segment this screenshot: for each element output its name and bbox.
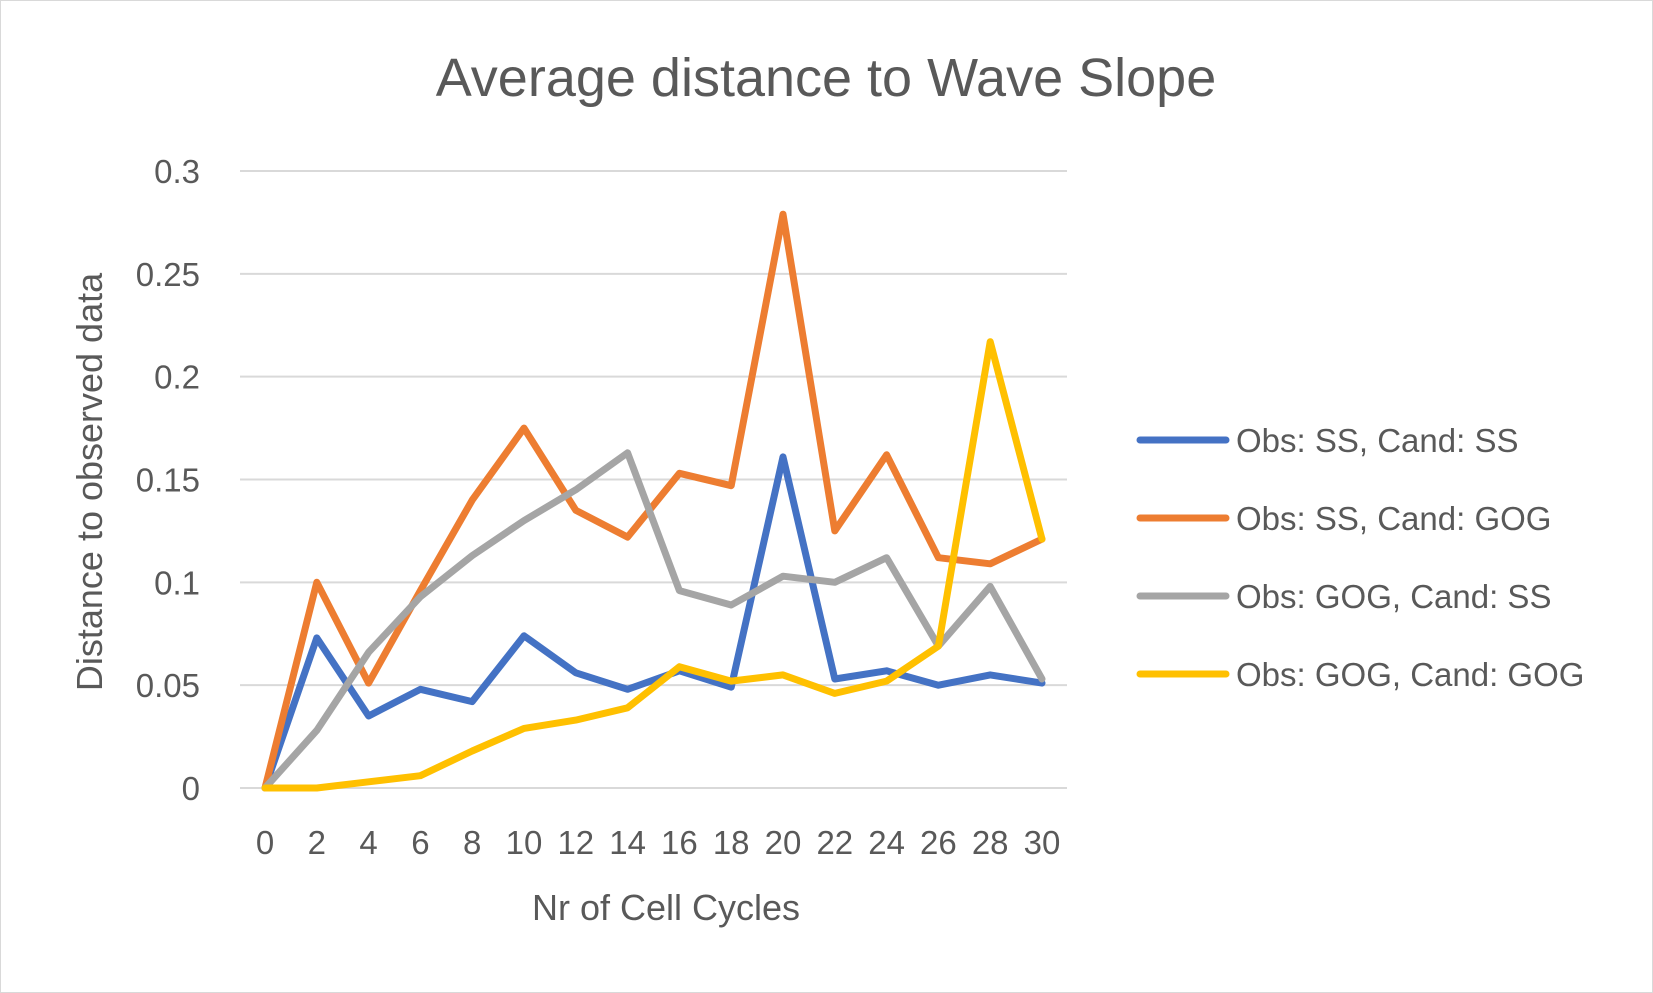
legend-item: Obs: GOG, Cand: SS [1136, 578, 1551, 615]
x-tick-label: 22 [816, 824, 853, 861]
x-tick-label: 26 [920, 824, 957, 861]
series-line-2 [261, 210, 1046, 792]
x-tick-label: 12 [557, 824, 594, 861]
legend-item: Obs: SS, Cand: GOG [1136, 500, 1551, 537]
gridlines [240, 170, 1067, 789]
y-axis-ticks: 0 0.05 0.1 0.15 0.2 0.25 0.3 [136, 153, 200, 807]
chart-title: Average distance to Wave Slope [436, 48, 1216, 108]
legend-item: Obs: SS, Cand: SS [1136, 422, 1518, 459]
series-line-1 [261, 453, 1046, 792]
legend-label: Obs: GOG, Cand: GOG [1236, 656, 1584, 693]
plot-series [261, 210, 1046, 792]
x-tick-label: 6 [411, 824, 429, 861]
x-tick-label: 28 [972, 824, 1009, 861]
series-line-4 [261, 338, 1046, 792]
series-line-3 [261, 449, 1046, 792]
x-tick-label: 30 [1024, 824, 1061, 861]
legend-item: Obs: GOG, Cand: GOG [1136, 656, 1584, 693]
x-tick-label: 18 [713, 824, 750, 861]
x-tick-label: 20 [765, 824, 802, 861]
x-tick-label: 4 [359, 824, 377, 861]
legend-label: Obs: SS, Cand: SS [1236, 422, 1518, 459]
legend: Obs: SS, Cand: SS Obs: SS, Cand: GOG Obs: … [1136, 422, 1584, 693]
x-tick-label: 2 [308, 824, 326, 861]
x-tick-label: 24 [868, 824, 905, 861]
y-tick-label: 0.15 [136, 462, 200, 499]
x-axis-title: Nr of Cell Cycles [532, 887, 800, 928]
y-tick-label: 0.3 [154, 153, 200, 190]
x-tick-label: 10 [506, 824, 543, 861]
y-tick-label: 0.25 [136, 256, 200, 293]
x-axis-ticks: 0 2 4 6 8 10 12 14 16 18 20 22 24 26 28 30 [256, 824, 1061, 861]
x-tick-label: 14 [609, 824, 646, 861]
legend-label: Obs: SS, Cand: GOG [1236, 500, 1551, 537]
y-tick-label: 0.1 [154, 564, 200, 601]
y-axis-title: Distance to observed data [69, 272, 110, 691]
x-tick-label: 16 [661, 824, 698, 861]
x-tick-label: 8 [463, 824, 481, 861]
legend-label: Obs: GOG, Cand: SS [1236, 578, 1551, 615]
y-tick-label: 0.05 [136, 667, 200, 704]
y-tick-label: 0.2 [154, 359, 200, 396]
y-tick-label: 0 [182, 770, 200, 807]
x-tick-label: 0 [256, 824, 274, 861]
